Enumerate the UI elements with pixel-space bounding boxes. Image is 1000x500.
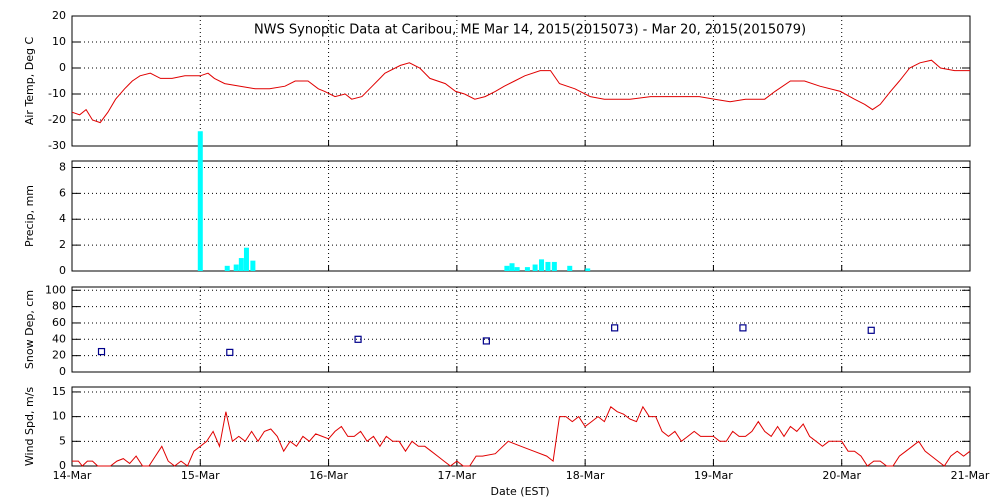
x-tick-label: 21-Mar <box>951 469 990 482</box>
y-tick-label: 4 <box>59 212 66 225</box>
y-tick-label: 100 <box>45 283 66 296</box>
bar <box>238 258 244 271</box>
x-tick-label: 20-Mar <box>822 469 861 482</box>
y-tick-label: 0 <box>59 264 66 277</box>
bar <box>545 261 551 271</box>
bar <box>509 263 515 271</box>
bar <box>524 267 530 271</box>
y-tick-label: 6 <box>59 186 66 199</box>
y-tick-label: 5 <box>59 434 66 447</box>
x-tick-label: 15-Mar <box>181 469 220 482</box>
point <box>482 337 490 345</box>
data-line <box>71 59 970 124</box>
y-tick-label: 2 <box>59 238 66 251</box>
y-tick-label: 8 <box>59 160 66 173</box>
point <box>354 335 362 343</box>
bar <box>243 247 249 271</box>
bar <box>514 267 520 271</box>
y-tick-label: 0 <box>59 365 66 378</box>
chart-title: NWS Synoptic Data at Caribou, ME Mar 14,… <box>254 23 806 38</box>
y-tick-label: 10 <box>52 410 66 423</box>
y-tick-label: 20 <box>52 349 66 362</box>
y-axis-label: Air Temp, Deg C <box>23 37 36 126</box>
bar <box>567 265 573 271</box>
bar <box>504 265 510 271</box>
plot-frame <box>71 386 971 467</box>
y-tick-label: 0 <box>59 61 66 74</box>
y-axis-label: Wind Spd, m/s <box>23 387 36 467</box>
bar <box>532 264 538 271</box>
point <box>611 324 619 332</box>
y-tick-label: 60 <box>52 316 66 329</box>
y-axis-label: Precip, mm <box>23 185 36 247</box>
bar <box>539 259 545 271</box>
point <box>97 347 106 356</box>
x-tick-label: 18-Mar <box>566 469 605 482</box>
y-tick-label: -30 <box>48 139 66 152</box>
y-tick-label: -10 <box>48 87 66 100</box>
y-tick-label: 0 <box>59 459 66 472</box>
bar <box>197 131 203 271</box>
x-axis-label: Date (EST) <box>490 485 549 498</box>
y-tick-label: -20 <box>48 113 66 126</box>
x-tick-label: 14-Mar <box>53 469 92 482</box>
y-tick-label: 40 <box>52 332 66 345</box>
y-tick-label: 20 <box>52 9 66 22</box>
bar <box>551 261 557 271</box>
data-line <box>72 405 971 467</box>
y-tick-label: 15 <box>52 385 66 398</box>
bar <box>250 260 256 271</box>
x-tick-label: 17-Mar <box>437 469 476 482</box>
y-axis-label: Snow Dep, cm <box>23 290 36 369</box>
point <box>739 324 747 332</box>
point <box>226 348 234 356</box>
y-tick-label: 10 <box>52 35 66 48</box>
plot-frame <box>71 160 971 272</box>
bar <box>233 264 239 271</box>
plot-frame <box>71 286 971 373</box>
y-tick-label: 80 <box>52 300 66 313</box>
bar <box>224 265 230 271</box>
x-tick-label: 19-Mar <box>694 469 733 482</box>
point <box>867 326 875 334</box>
bar <box>585 268 591 271</box>
x-tick-label: 16-Mar <box>309 469 348 482</box>
